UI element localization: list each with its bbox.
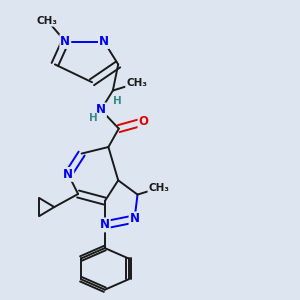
Text: CH₃: CH₃: [37, 16, 58, 26]
Text: N: N: [130, 212, 140, 226]
Text: H: H: [113, 96, 122, 106]
Text: N: N: [63, 168, 73, 181]
Text: N: N: [96, 103, 106, 116]
Text: CH₃: CH₃: [148, 183, 170, 193]
Text: CH₃: CH₃: [126, 78, 147, 88]
Text: N: N: [100, 218, 110, 231]
Text: N: N: [60, 35, 70, 48]
Text: O: O: [139, 115, 148, 128]
Text: H: H: [88, 113, 97, 123]
Text: N: N: [99, 35, 109, 48]
